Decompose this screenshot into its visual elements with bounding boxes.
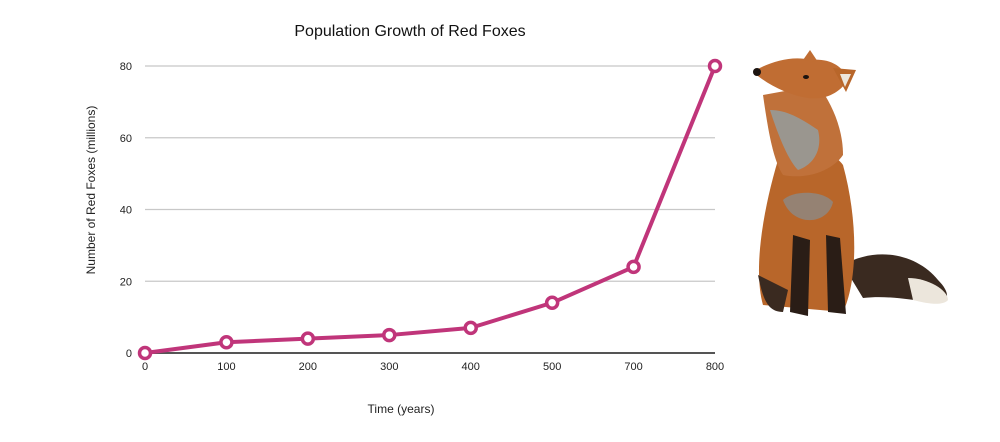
fox-eye [803,75,809,79]
data-point [463,320,478,336]
fox-leg-front-left [790,235,810,316]
gridlines [145,65,715,282]
x-tick-labels: 0 100 200 300 400 500 700 800 [142,361,724,373]
data-point [544,295,560,311]
x-tick-label: 400 [462,361,480,373]
x-tick-label: 100 [217,361,235,373]
fox-leg-front-right [826,235,846,314]
x-tick-label: 700 [624,361,642,373]
fox-nose [753,68,761,76]
y-tick-label: 60 [120,133,132,145]
data-point [219,334,234,350]
x-tick-label: 200 [299,361,317,373]
y-tick-label: 0 [126,348,132,360]
y-tick-label: 40 [120,205,132,217]
data-point [300,331,316,346]
data-point [626,259,641,275]
fox-ear-inner [840,74,851,87]
data-point [382,327,397,343]
line-chart: Population Growth of Red Foxes 0 20 40 60 80… [84,23,724,416]
y-axis-label: Number of Red Foxes (millions) [84,106,98,275]
series-line-red-foxes [144,65,717,355]
data-point [137,345,153,361]
x-tick-label: 500 [543,361,561,373]
fox-throat [770,110,820,170]
red-fox-photo [753,50,948,316]
fox-head [753,58,848,99]
x-tick-label: 0 [142,361,148,373]
fox-ear-left [803,50,818,62]
fox-leg-back [758,275,788,312]
x-tick-label: 800 [706,361,724,373]
y-tick-labels: 0 20 40 60 80 [120,61,132,360]
x-axis-label: Time (years) [368,402,435,416]
data-points [137,58,723,361]
fox-tail-tip [908,278,948,304]
chart-title: Population Growth of Red Foxes [294,23,525,40]
x-tick-label: 300 [380,361,398,373]
fox-chest [783,192,833,221]
y-tick-label: 80 [120,61,132,73]
data-point [707,58,723,74]
y-tick-label: 20 [120,276,132,288]
